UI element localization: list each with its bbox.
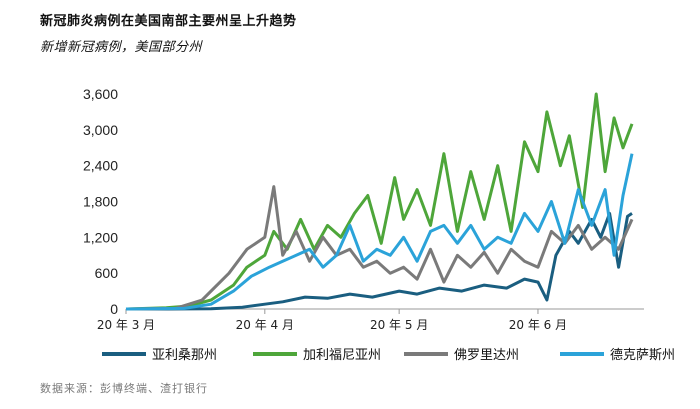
y-tick-label: 1,200 [83, 229, 118, 245]
x-tick-label: 20 年 4 月 [236, 318, 294, 332]
source-note: 数据来源：彭博终端、渣打银行 [40, 382, 208, 395]
x-tick-label: 20 年 5 月 [370, 318, 428, 332]
plot-area [125, 92, 634, 311]
chart-title: 新冠肺炎病例在美国南部主要州呈上升趋势 [40, 14, 297, 29]
chart-subtitle: 新增新冠病例，美国部分州 [40, 40, 203, 55]
y-tick-label: 0 [110, 301, 118, 317]
x-tick-label: 20 年 6 月 [509, 318, 567, 332]
legend-label: 加利福尼亚州 [303, 348, 381, 363]
series-line-1 [125, 92, 634, 311]
series-line-3 [125, 153, 634, 311]
legend-label: 德克萨斯州 [610, 348, 675, 363]
legend-label: 佛罗里达州 [454, 348, 519, 363]
legend: 亚利桑那州 加利福尼亚州 佛罗里达州 德克萨斯州 [102, 348, 675, 363]
y-axis: 0 600 1,200 1,800 2,400 3,000 3,600 [83, 86, 118, 317]
series-line-0 [126, 211, 633, 311]
y-tick-label: 2,400 [83, 158, 118, 174]
y-tick-label: 3,600 [83, 86, 118, 102]
y-tick-label: 3,000 [83, 122, 118, 138]
series-line-2 [125, 185, 634, 311]
x-axis: 20 年 3 月 20 年 4 月 20 年 5 月 20 年 6 月 [97, 309, 567, 332]
y-tick-label: 1,800 [83, 194, 118, 210]
legend-label: 亚利桑那州 [152, 348, 217, 363]
y-tick-label: 600 [95, 265, 119, 281]
x-tick-label: 20 年 3 月 [97, 318, 155, 332]
